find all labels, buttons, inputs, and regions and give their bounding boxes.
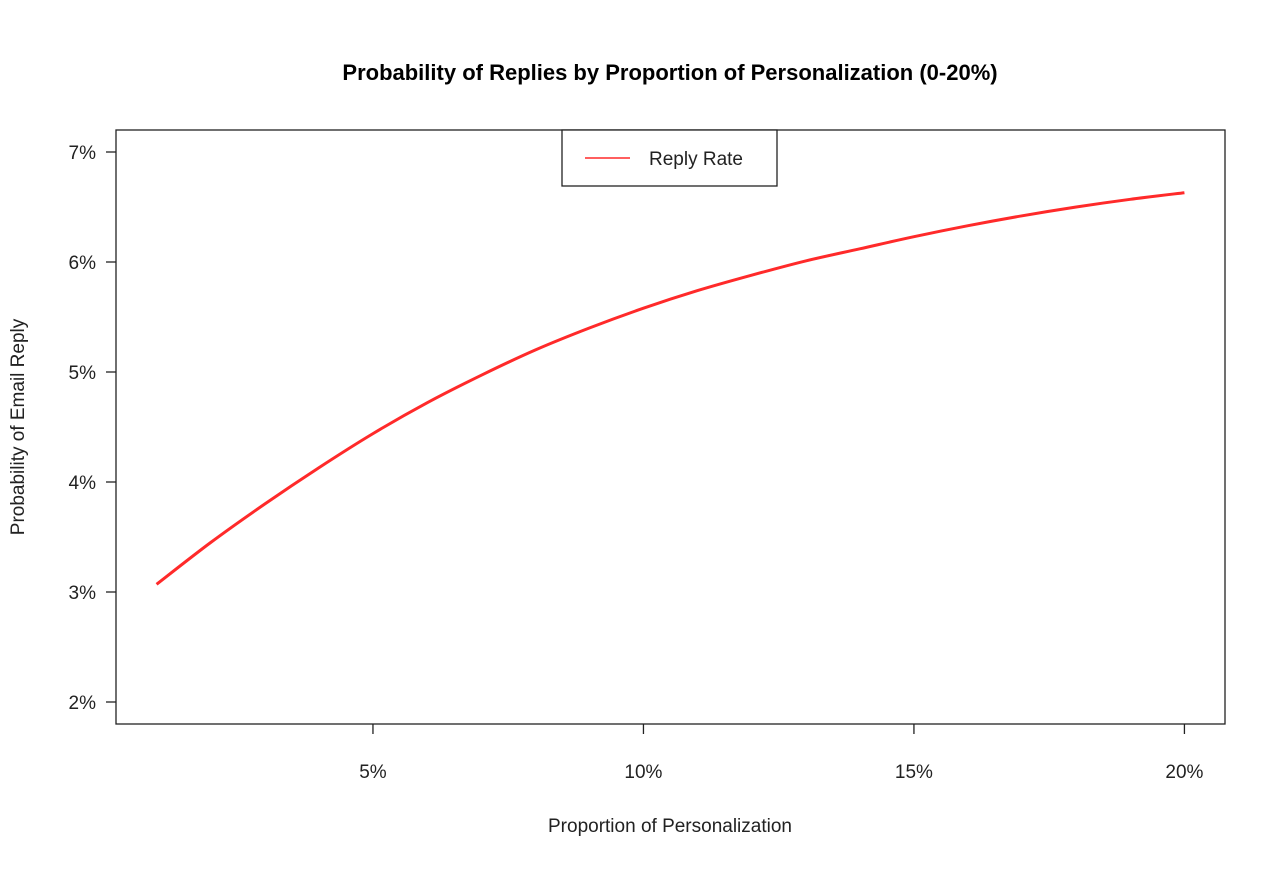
- legend-box: [561, 129, 778, 187]
- x-axis: 5% 10% 15% 20%: [359, 724, 1204, 783]
- y-tick-label: 7%: [69, 143, 97, 164]
- series-line-reply-rate: [155, 191, 1185, 586]
- chart-title: Probability of Replies by Proportion of …: [342, 60, 997, 85]
- legend: Reply Rate: [561, 129, 778, 187]
- y-tick-label: 6%: [69, 253, 97, 274]
- y-tick-label: 3%: [69, 583, 97, 604]
- x-tick-label: 20%: [1165, 762, 1203, 783]
- y-tick-label: 5%: [69, 363, 97, 384]
- x-tick-label: 10%: [624, 762, 662, 783]
- x-tick-label: 5%: [359, 762, 387, 783]
- plot-frame: [115, 129, 1226, 725]
- y-tick-label: 4%: [69, 473, 97, 494]
- x-tick-label: 15%: [895, 762, 933, 783]
- legend-label: Reply Rate: [649, 149, 743, 170]
- y-axis: 2% 3% 4% 5% 6% 7%: [69, 143, 116, 714]
- y-tick-label: 2%: [69, 693, 97, 714]
- y-axis-label: Probability of Email Reply: [8, 318, 29, 535]
- x-axis-label: Proportion of Personalization: [548, 816, 792, 837]
